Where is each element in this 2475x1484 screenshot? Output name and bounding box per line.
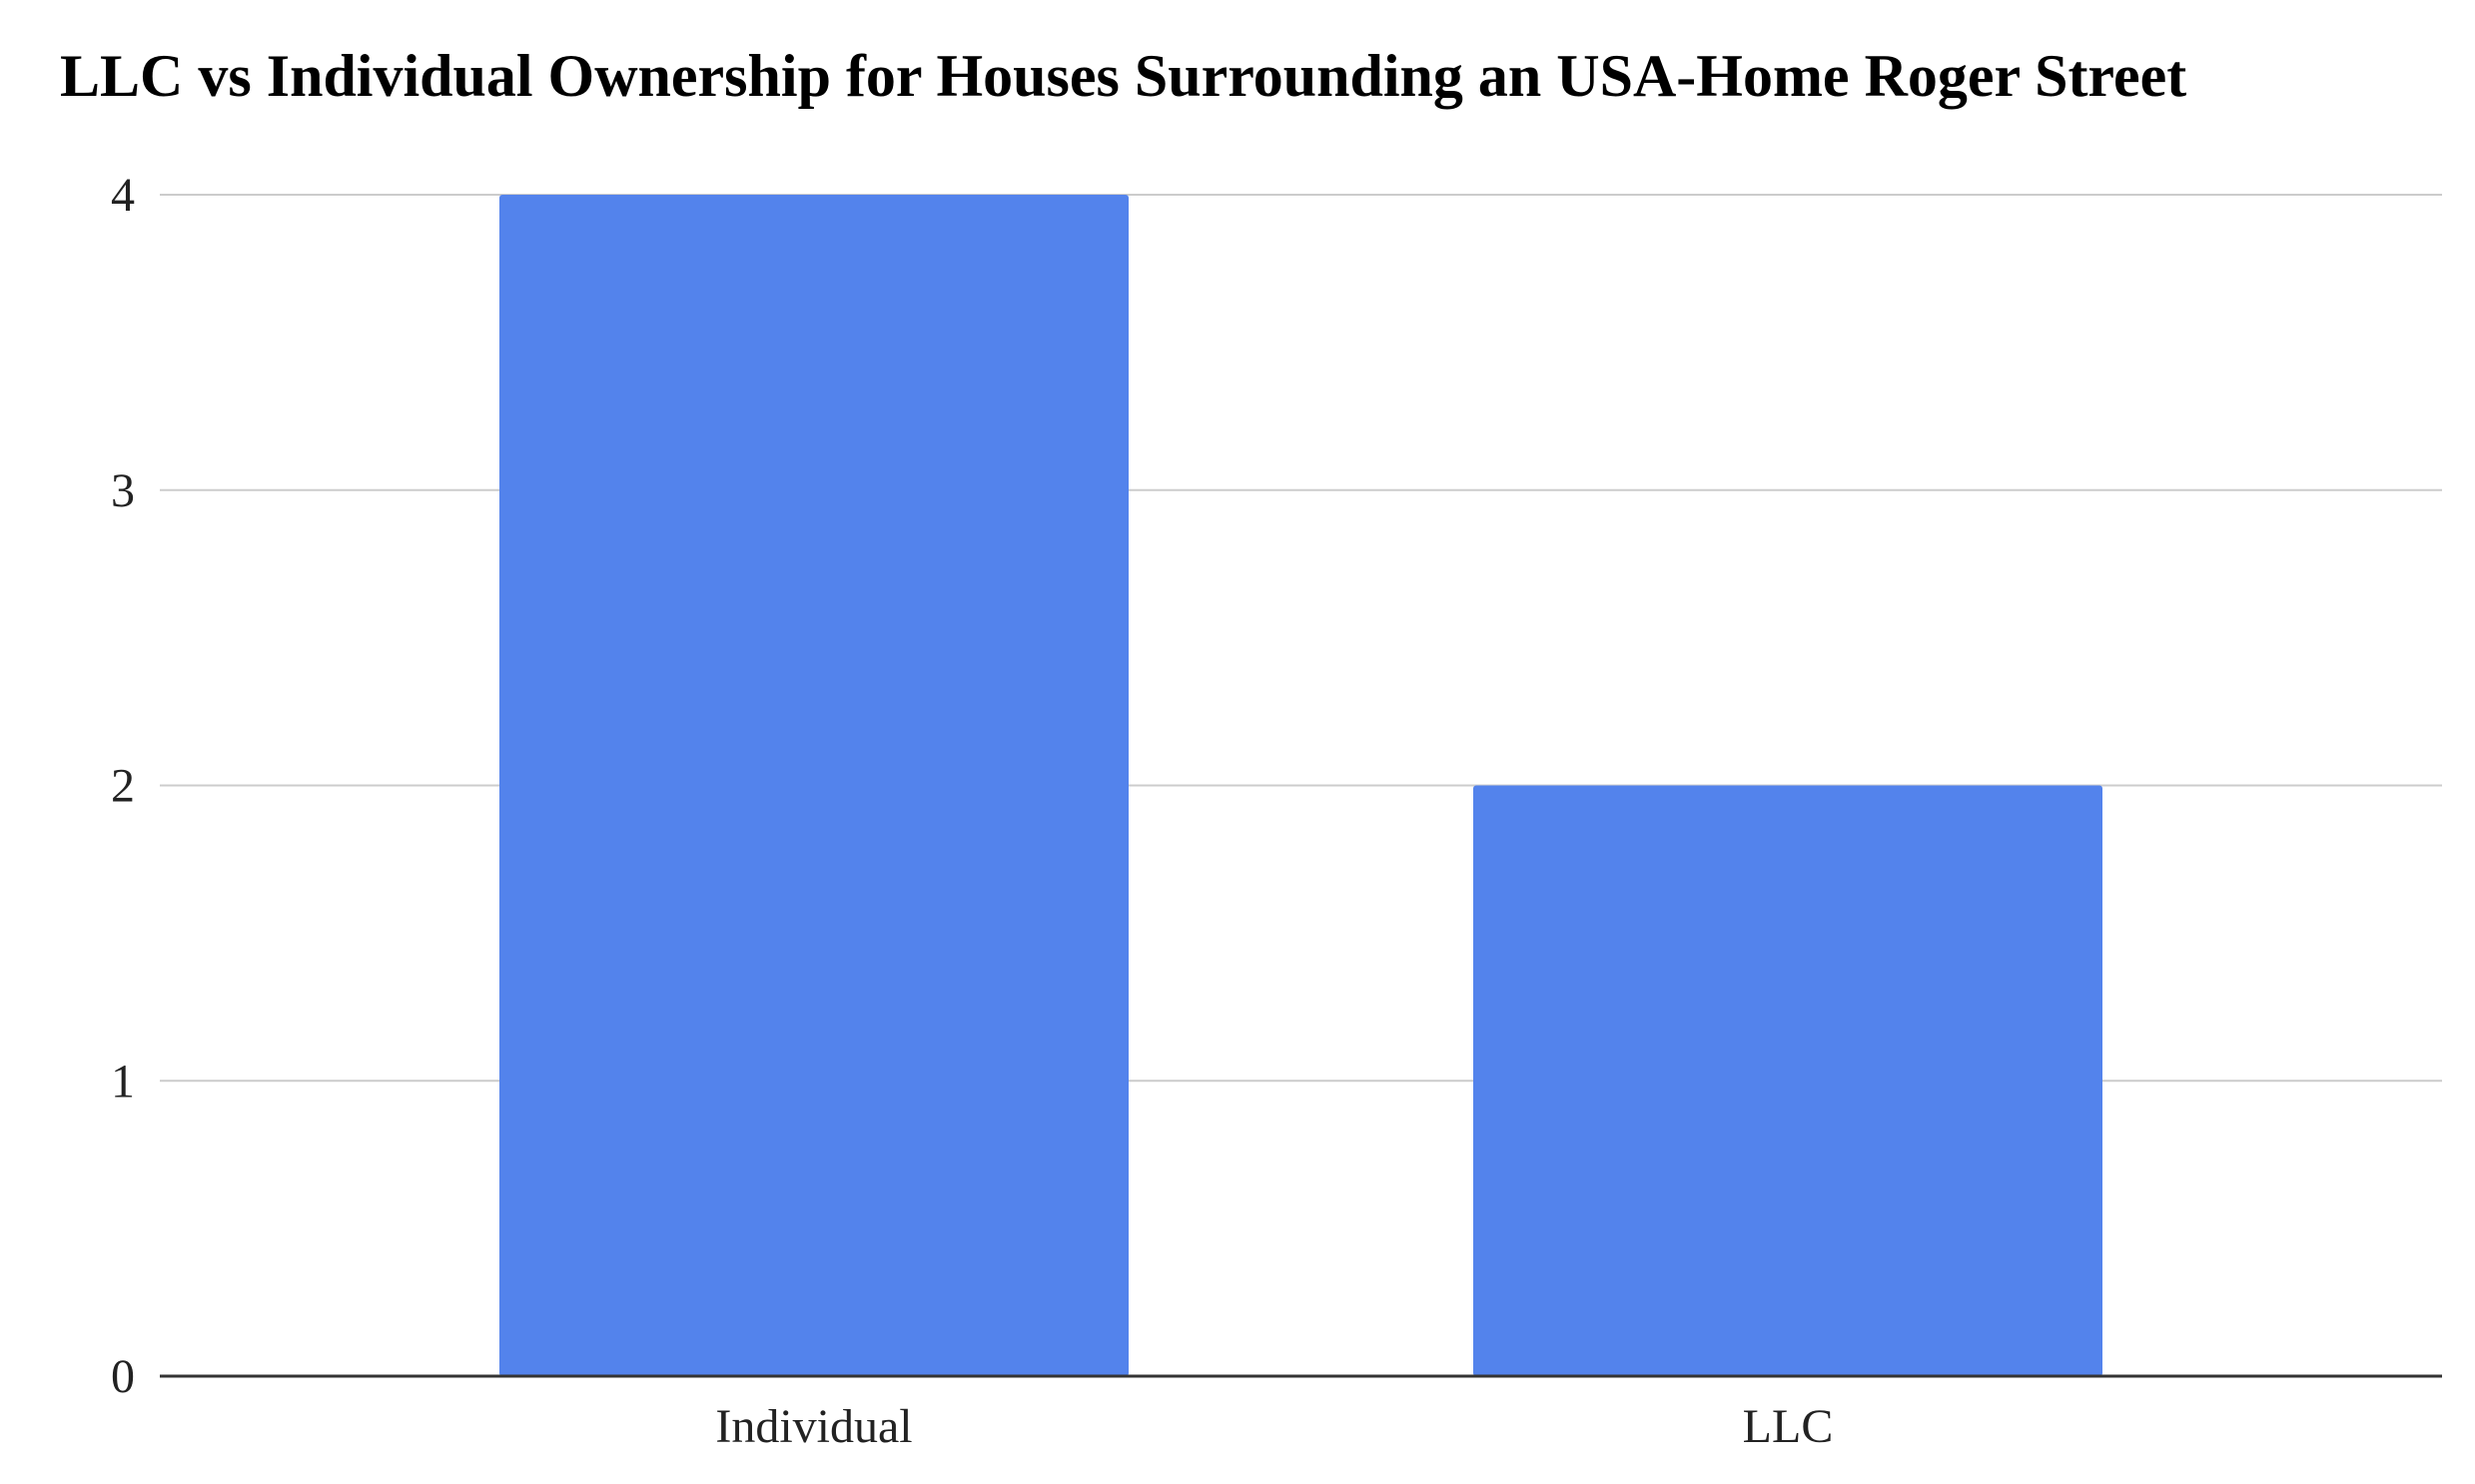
x-tick-label-individual: Individual [715, 1400, 912, 1453]
bar-individual[interactable] [499, 195, 1129, 1376]
y-tick-label-1: 1 [111, 1055, 135, 1108]
y-tick-label-4: 4 [111, 169, 135, 222]
tick-labels: 0 1 2 3 4 Individual LLC [111, 169, 1833, 1453]
bars [499, 195, 2102, 1376]
bar-llc[interactable] [1473, 785, 2102, 1377]
x-tick-label-llc: LLC [1743, 1400, 1834, 1453]
y-tick-label-0: 0 [111, 1350, 135, 1403]
y-tick-label-3: 3 [111, 464, 135, 517]
y-tick-label-2: 2 [111, 760, 135, 813]
chart-title: LLC vs Individual Ownership for Houses S… [60, 43, 2187, 109]
